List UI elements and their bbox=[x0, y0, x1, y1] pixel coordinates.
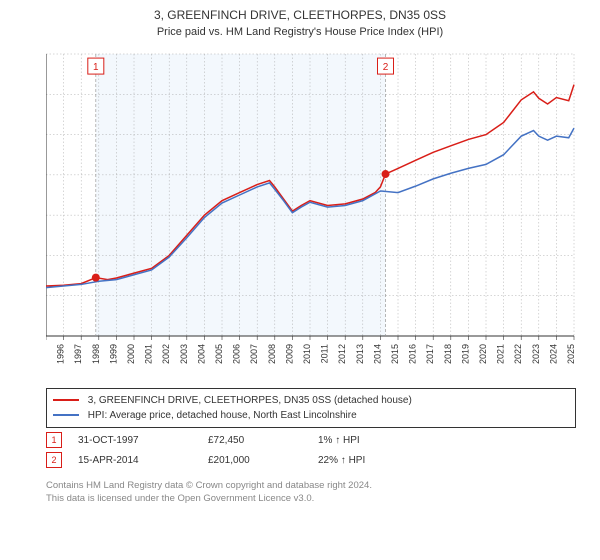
svg-text:1: 1 bbox=[93, 62, 99, 73]
footer-line: This data is licensed under the Open Gov… bbox=[46, 493, 580, 506]
svg-text:2006: 2006 bbox=[232, 344, 242, 364]
svg-text:2015: 2015 bbox=[390, 344, 400, 364]
legend: 3, GREENFINCH DRIVE, CLEETHORPES, DN35 0… bbox=[46, 388, 576, 428]
svg-text:2012: 2012 bbox=[337, 344, 347, 364]
svg-text:2016: 2016 bbox=[408, 344, 418, 364]
page-title: 3, GREENFINCH DRIVE, CLEETHORPES, DN35 0… bbox=[0, 0, 600, 24]
sale-date: 15-APR-2014 bbox=[78, 455, 208, 466]
svg-text:2001: 2001 bbox=[144, 344, 154, 364]
svg-text:2007: 2007 bbox=[249, 344, 259, 364]
svg-text:2004: 2004 bbox=[196, 344, 206, 364]
svg-text:2020: 2020 bbox=[478, 344, 488, 364]
sale-pct: 22% ↑ HPI bbox=[318, 455, 448, 466]
sale-date: 31-OCT-1997 bbox=[78, 435, 208, 446]
svg-text:2014: 2014 bbox=[372, 344, 382, 364]
svg-text:2017: 2017 bbox=[425, 344, 435, 364]
footer-line: Contains HM Land Registry data © Crown c… bbox=[46, 480, 580, 493]
sales-table: 1 31-OCT-1997 £72,450 1% ↑ HPI 2 15-APR-… bbox=[46, 430, 580, 470]
svg-text:2013: 2013 bbox=[355, 344, 365, 364]
sale-price: £72,450 bbox=[208, 435, 318, 446]
svg-text:1999: 1999 bbox=[108, 344, 118, 364]
legend-item: HPI: Average price, detached house, Nort… bbox=[53, 408, 569, 423]
svg-text:1998: 1998 bbox=[91, 344, 101, 364]
svg-text:2019: 2019 bbox=[460, 344, 470, 364]
sale-price: £201,000 bbox=[208, 455, 318, 466]
legend-swatch bbox=[53, 414, 79, 416]
svg-text:2024: 2024 bbox=[548, 344, 558, 364]
svg-text:1995: 1995 bbox=[46, 344, 48, 364]
svg-text:2025: 2025 bbox=[566, 344, 576, 364]
svg-text:2008: 2008 bbox=[267, 344, 277, 364]
svg-text:1996: 1996 bbox=[56, 344, 66, 364]
svg-text:2023: 2023 bbox=[531, 344, 541, 364]
footer-attribution: Contains HM Land Registry data © Crown c… bbox=[46, 480, 580, 506]
sale-row: 1 31-OCT-1997 £72,450 1% ↑ HPI bbox=[46, 430, 580, 450]
svg-text:2009: 2009 bbox=[284, 344, 294, 364]
legend-swatch bbox=[53, 399, 79, 401]
sale-row: 2 15-APR-2014 £201,000 22% ↑ HPI bbox=[46, 450, 580, 470]
page-subtitle: Price paid vs. HM Land Registry's House … bbox=[0, 24, 600, 38]
svg-text:2005: 2005 bbox=[214, 344, 224, 364]
svg-text:2011: 2011 bbox=[320, 344, 330, 363]
legend-text: HPI: Average price, detached house, Nort… bbox=[88, 410, 357, 421]
legend-text: 3, GREENFINCH DRIVE, CLEETHORPES, DN35 0… bbox=[88, 395, 412, 406]
sale-marker-icon: 2 bbox=[46, 452, 62, 468]
svg-text:2010: 2010 bbox=[302, 344, 312, 364]
svg-text:2021: 2021 bbox=[496, 344, 506, 364]
sale-marker-icon: 1 bbox=[46, 432, 62, 448]
sale-pct: 1% ↑ HPI bbox=[318, 435, 448, 446]
svg-text:2: 2 bbox=[383, 62, 389, 73]
svg-text:2000: 2000 bbox=[126, 344, 136, 364]
svg-text:2022: 2022 bbox=[513, 344, 523, 364]
svg-text:2002: 2002 bbox=[161, 344, 171, 364]
price-chart: £0£50K£100K£150K£200K£250K£300K£350K1995… bbox=[46, 48, 580, 378]
svg-text:2018: 2018 bbox=[443, 344, 453, 364]
svg-text:2003: 2003 bbox=[179, 344, 189, 364]
legend-item: 3, GREENFINCH DRIVE, CLEETHORPES, DN35 0… bbox=[53, 393, 569, 408]
svg-text:1997: 1997 bbox=[73, 344, 83, 364]
